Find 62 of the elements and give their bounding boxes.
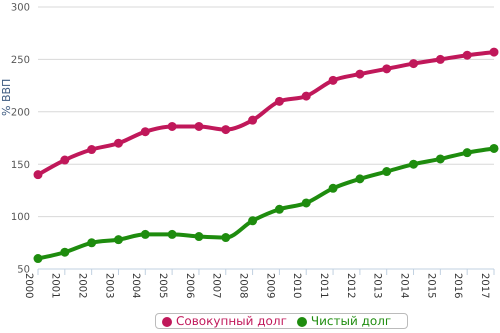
point xyxy=(355,174,364,184)
x-tick-label: 2017 xyxy=(478,273,490,298)
point xyxy=(87,238,96,248)
y-tick-label: 200 xyxy=(10,107,30,118)
point xyxy=(140,230,150,239)
point xyxy=(490,144,498,153)
point xyxy=(382,64,392,74)
point xyxy=(302,198,311,208)
point xyxy=(221,125,230,134)
point xyxy=(274,204,284,214)
x-tick-label: 2013 xyxy=(372,273,383,298)
x-tick-label: 2001 xyxy=(50,273,61,298)
point xyxy=(60,156,70,165)
x-tick-label: 2015 xyxy=(425,273,436,298)
point xyxy=(168,230,177,239)
point xyxy=(462,50,472,60)
y-tick-label: 300 xyxy=(10,2,30,14)
point xyxy=(114,235,123,244)
point xyxy=(140,127,150,136)
x-tick-label: 2006 xyxy=(184,273,195,298)
point xyxy=(60,248,70,257)
x-tick-label: 2008 xyxy=(237,273,248,298)
point xyxy=(168,122,177,131)
point xyxy=(436,54,445,64)
point xyxy=(382,167,392,176)
y-tick-label: 250 xyxy=(10,54,30,66)
point xyxy=(248,116,258,125)
point xyxy=(409,160,418,169)
y-axis-title: % ВВП xyxy=(0,78,13,116)
point xyxy=(274,96,284,106)
point xyxy=(34,254,42,264)
x-tick-label: 2002 xyxy=(76,273,88,298)
point xyxy=(114,138,123,148)
point xyxy=(34,170,42,180)
x-tick-label: 2004 xyxy=(130,273,142,298)
x-tick-label: 2014 xyxy=(398,273,410,298)
x-tick-label: 2012 xyxy=(344,273,356,298)
point xyxy=(221,233,230,242)
y-tick-label: 100 xyxy=(10,212,30,224)
x-tick-label: 2000 xyxy=(22,273,34,298)
x-tick-label: 2009 xyxy=(264,273,276,298)
point xyxy=(409,59,418,68)
x-tick-label: 2010 xyxy=(291,273,302,298)
x-tick-label: 2016 xyxy=(452,273,464,298)
point xyxy=(194,232,204,242)
x-tick-label: 2003 xyxy=(103,273,114,298)
x-tick-label: 2005 xyxy=(157,273,168,298)
point xyxy=(194,122,204,131)
point xyxy=(355,70,364,79)
point xyxy=(328,76,338,85)
x-tick-label: 2007 xyxy=(210,273,222,298)
y-tick-label: 150 xyxy=(10,160,30,171)
point xyxy=(436,154,445,164)
point xyxy=(490,48,498,57)
point xyxy=(462,148,472,158)
legend-label: Чистый долг xyxy=(310,314,392,328)
point xyxy=(87,145,96,154)
x-tick-label: 2011 xyxy=(318,273,329,298)
legend-label: Совокупный долг xyxy=(176,314,287,328)
point xyxy=(302,92,311,101)
point xyxy=(248,216,258,226)
point xyxy=(328,184,338,193)
